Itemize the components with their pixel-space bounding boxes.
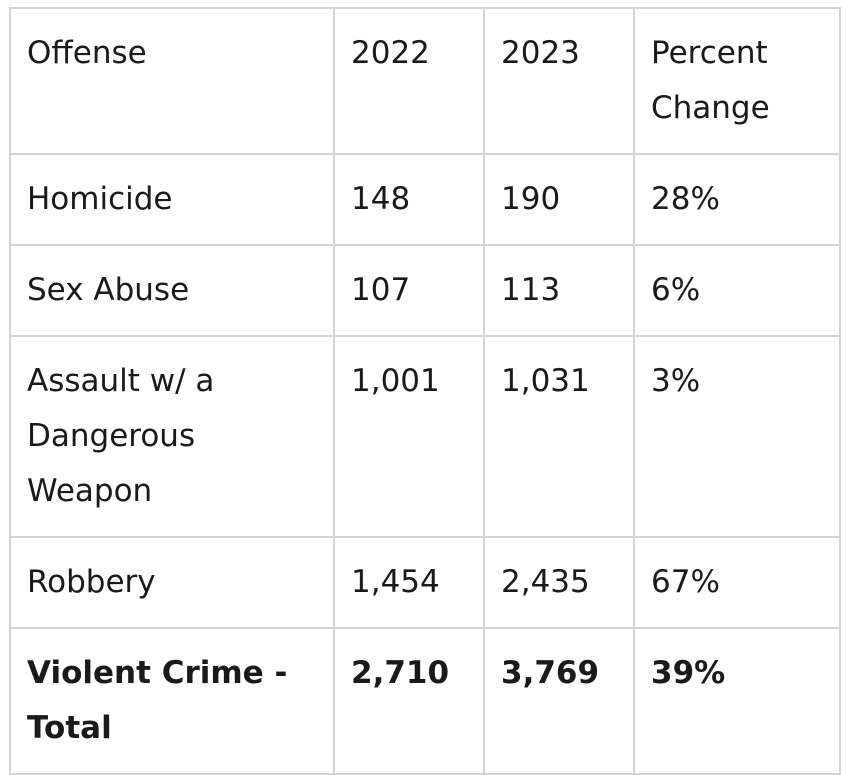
- offense-cell: Homicide: [9, 153, 335, 246]
- percent-change-cell: 28%: [633, 153, 841, 246]
- header-offense: Offense: [9, 7, 335, 155]
- value-2022-cell: 1,001: [333, 335, 485, 538]
- value-2022-cell: 1,454: [333, 536, 485, 629]
- total-2023-cell: 3,769: [483, 627, 635, 775]
- table-row: Homicide 148 190 28%: [9, 153, 841, 246]
- total-percent-change-cell: 39%: [633, 627, 841, 775]
- percent-change-cell: 6%: [633, 244, 841, 337]
- header-2022: 2022: [333, 7, 485, 155]
- crime-statistics-table: Offense 2022 2023 Percent Change Homicid…: [9, 7, 841, 775]
- table-row: Assault w/ a Dangerous Weapon 1,001 1,03…: [9, 335, 841, 538]
- value-2022-cell: 107: [333, 244, 485, 337]
- table-header-row: Offense 2022 2023 Percent Change: [9, 7, 841, 155]
- percent-change-cell: 3%: [633, 335, 841, 538]
- value-2023-cell: 2,435: [483, 536, 635, 629]
- value-2023-cell: 1,031: [483, 335, 635, 538]
- header-2023: 2023: [483, 7, 635, 155]
- value-2023-cell: 190: [483, 153, 635, 246]
- offense-total-cell: Violent Crime - Total: [9, 627, 335, 775]
- offense-cell: Sex Abuse: [9, 244, 335, 337]
- offense-cell: Assault w/ a Dangerous Weapon: [9, 335, 335, 538]
- value-2022-cell: 148: [333, 153, 485, 246]
- total-2022-cell: 2,710: [333, 627, 485, 775]
- header-percent-change: Percent Change: [633, 7, 841, 155]
- table-row: Robbery 1,454 2,435 67%: [9, 536, 841, 629]
- total-row: Violent Crime - Total 2,710 3,769 39%: [9, 627, 841, 775]
- percent-change-cell: 67%: [633, 536, 841, 629]
- table-row: Sex Abuse 107 113 6%: [9, 244, 841, 337]
- offense-cell: Robbery: [9, 536, 335, 629]
- value-2023-cell: 113: [483, 244, 635, 337]
